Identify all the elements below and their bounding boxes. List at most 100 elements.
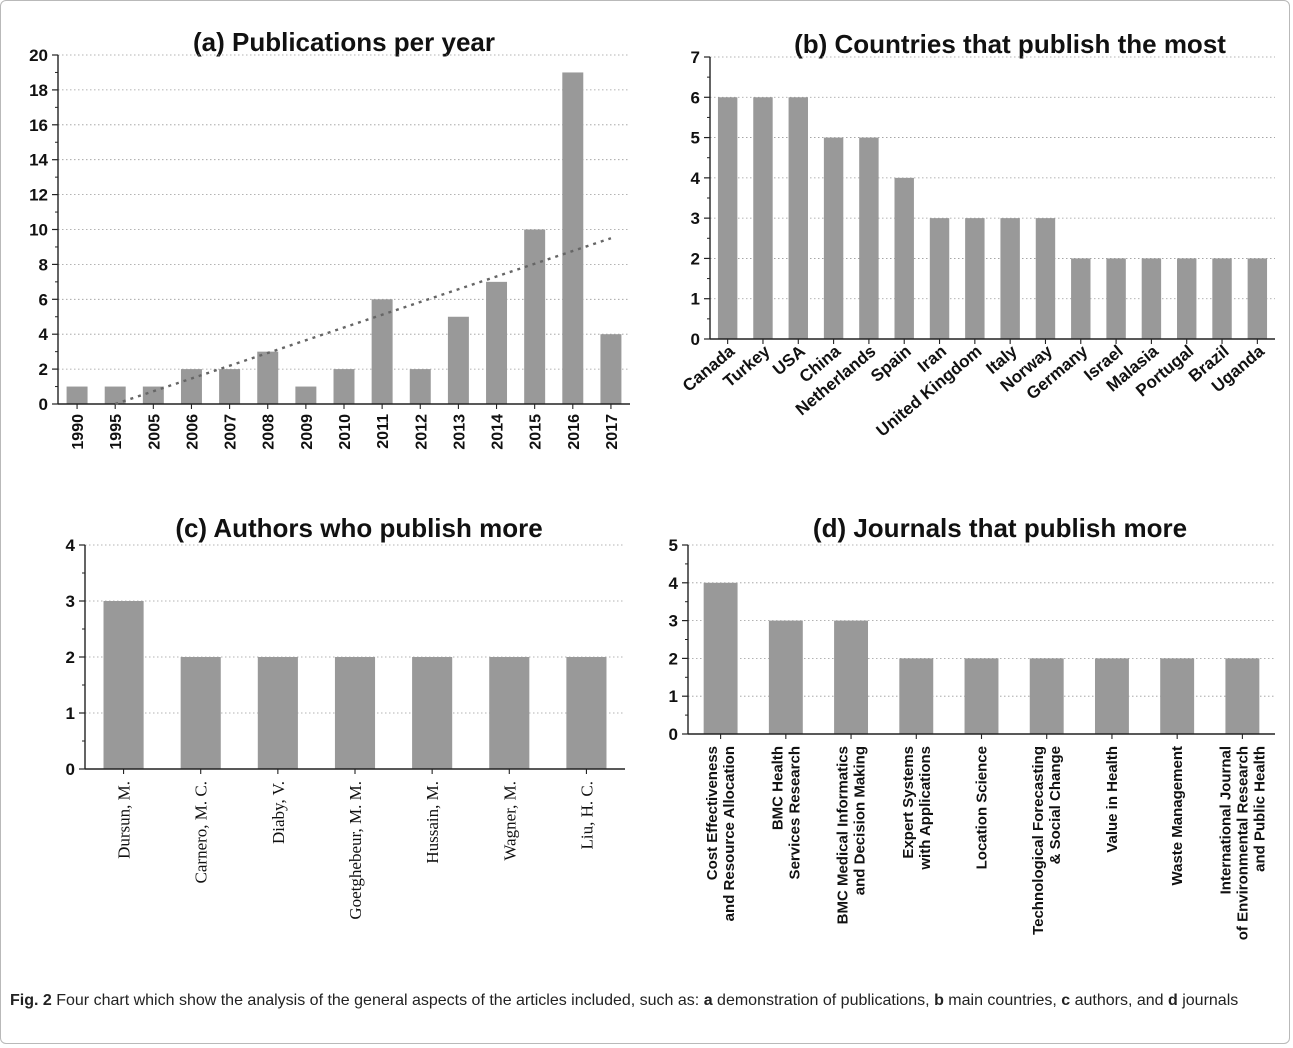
bar-12 (524, 229, 546, 404)
caption-a-letter: a (703, 992, 713, 1009)
x-tick-label: Carnero, M. C. (192, 781, 211, 883)
bar-4 (219, 369, 241, 404)
x-tick-label: 2017 (604, 414, 621, 450)
x-tick-label: & Social Change (1047, 746, 1064, 864)
y-tick-label: 20 (29, 46, 48, 65)
bar-13 (562, 72, 584, 404)
bar-5 (257, 351, 279, 404)
bar-14 (600, 334, 622, 404)
x-tick-label: 2005 (146, 414, 163, 450)
bar-9 (1035, 218, 1056, 339)
y-tick-label: 0 (39, 395, 48, 414)
chart-title: (a) Publications per year (193, 27, 495, 57)
bar-8 (1000, 218, 1020, 339)
x-tick-label: 2010 (337, 414, 354, 450)
y-tick-label: 2 (669, 649, 678, 668)
caption-d-text: journals (1177, 992, 1239, 1009)
chart-panel-b: (b) Countries that publish the most 0 1 2 3 4… (679, 29, 1275, 440)
y-tick-label: 1 (66, 704, 75, 723)
bar-1 (753, 97, 773, 340)
bar-6 (566, 657, 607, 769)
y-tick-label: 12 (29, 186, 48, 205)
y-tick-label: 2 (691, 249, 700, 268)
x-tick-label: BMC Health (769, 746, 786, 830)
x-tick-label: Services Research (786, 746, 803, 879)
x-tick-label: and Resource Allocation (721, 746, 738, 921)
bar-15 (1247, 258, 1268, 339)
x-tick-label: and Decision Making (852, 746, 869, 895)
x-tick-label: and Public Health (1251, 746, 1268, 872)
y-tick-label: 0 (691, 330, 700, 349)
y-tick-label: 14 (29, 151, 48, 170)
x-tick-label: BMC Medical Informatics (835, 746, 852, 924)
x-tick-label: 2013 (451, 414, 468, 450)
bar-4 (412, 657, 453, 769)
y-tick-label: 2 (66, 648, 75, 667)
chart-panel-a: (a) Publications per year 0 2 4 6 8 10 12 14 16 18… (29, 27, 630, 450)
charts-canvas: (a) Publications per year024681012141618… (29, 27, 1275, 940)
x-tick-label: Goetghebeur, M. M. (346, 781, 365, 920)
bar-8 (1225, 658, 1260, 734)
x-tick-label: Dursun, M. (115, 781, 134, 859)
y-tick-label: 3 (669, 612, 678, 631)
bar-5 (1029, 658, 1064, 734)
caption-c-text: authors, and (1070, 992, 1168, 1009)
bar-6 (929, 218, 950, 339)
bar-6 (295, 386, 317, 404)
caption-label: Fig. 2 (10, 992, 52, 1009)
caption-d-letter: d (1167, 992, 1178, 1009)
bar-10 (447, 316, 469, 404)
x-tick-label: 1990 (70, 414, 87, 450)
y-tick-label: 0 (66, 760, 75, 779)
y-tick-label: 2 (39, 360, 48, 379)
bar-11 (1106, 258, 1126, 339)
y-tick-label: 1 (669, 687, 678, 706)
y-tick-label: 4 (669, 574, 679, 593)
caption-pre: Four chart which show the analysis of th… (51, 992, 704, 1009)
caption-b-letter: b (934, 992, 944, 1009)
bar-3 (899, 658, 934, 734)
x-tick-label: Wagner, M. (500, 781, 519, 861)
bar-9 (409, 369, 431, 404)
bar-11 (486, 281, 508, 404)
x-tick-label: of Environmental Research (1234, 746, 1251, 940)
x-tick-label: Location Science (974, 746, 991, 869)
y-tick-label: 8 (39, 255, 48, 274)
y-tick-label: 3 (66, 592, 75, 611)
y-tick-label: 3 (691, 209, 700, 228)
bar-3 (180, 369, 202, 404)
chart-title: (b) Countries that publish the most (794, 29, 1226, 59)
x-tick-label: Cost Effectiveness (704, 746, 721, 880)
figure-caption: Fig. 2 Four chart which show the analysi… (10, 990, 1282, 1034)
bar-7 (965, 218, 985, 339)
y-tick-label: 5 (669, 536, 678, 555)
x-tick-label: 2014 (490, 414, 507, 450)
y-tick-label: 7 (691, 48, 700, 67)
x-tick-label: 2015 (528, 414, 545, 450)
x-tick-label: Diaby, V. (269, 781, 288, 844)
bar-4 (964, 658, 999, 734)
caption-c-letter: c (1061, 992, 1071, 1009)
bar-0 (703, 582, 738, 734)
x-tick-label: Liu, H. C. (577, 781, 596, 849)
x-tick-label: 2016 (566, 414, 583, 450)
y-tick-label: 6 (39, 290, 48, 309)
bar-0 (103, 601, 144, 769)
x-tick-label: 1995 (108, 414, 125, 450)
bar-2 (834, 620, 869, 734)
y-tick-label: 1 (691, 290, 700, 309)
bar-12 (1141, 258, 1162, 339)
x-tick-label: Expert Systems (900, 746, 917, 859)
x-tick-label: Technological Forecasting (1030, 746, 1047, 935)
y-tick-label: 5 (691, 129, 700, 148)
y-tick-label: 16 (29, 116, 48, 135)
y-tick-label: 4 (39, 325, 49, 344)
caption-b-text: main countries, (943, 992, 1062, 1009)
x-tick-label: Hussain, M. (423, 781, 442, 864)
y-tick-label: 0 (669, 725, 678, 744)
bar-0 (717, 97, 738, 340)
bar-1 (768, 620, 803, 734)
bar-5 (894, 177, 914, 339)
y-tick-label: 4 (691, 169, 701, 188)
